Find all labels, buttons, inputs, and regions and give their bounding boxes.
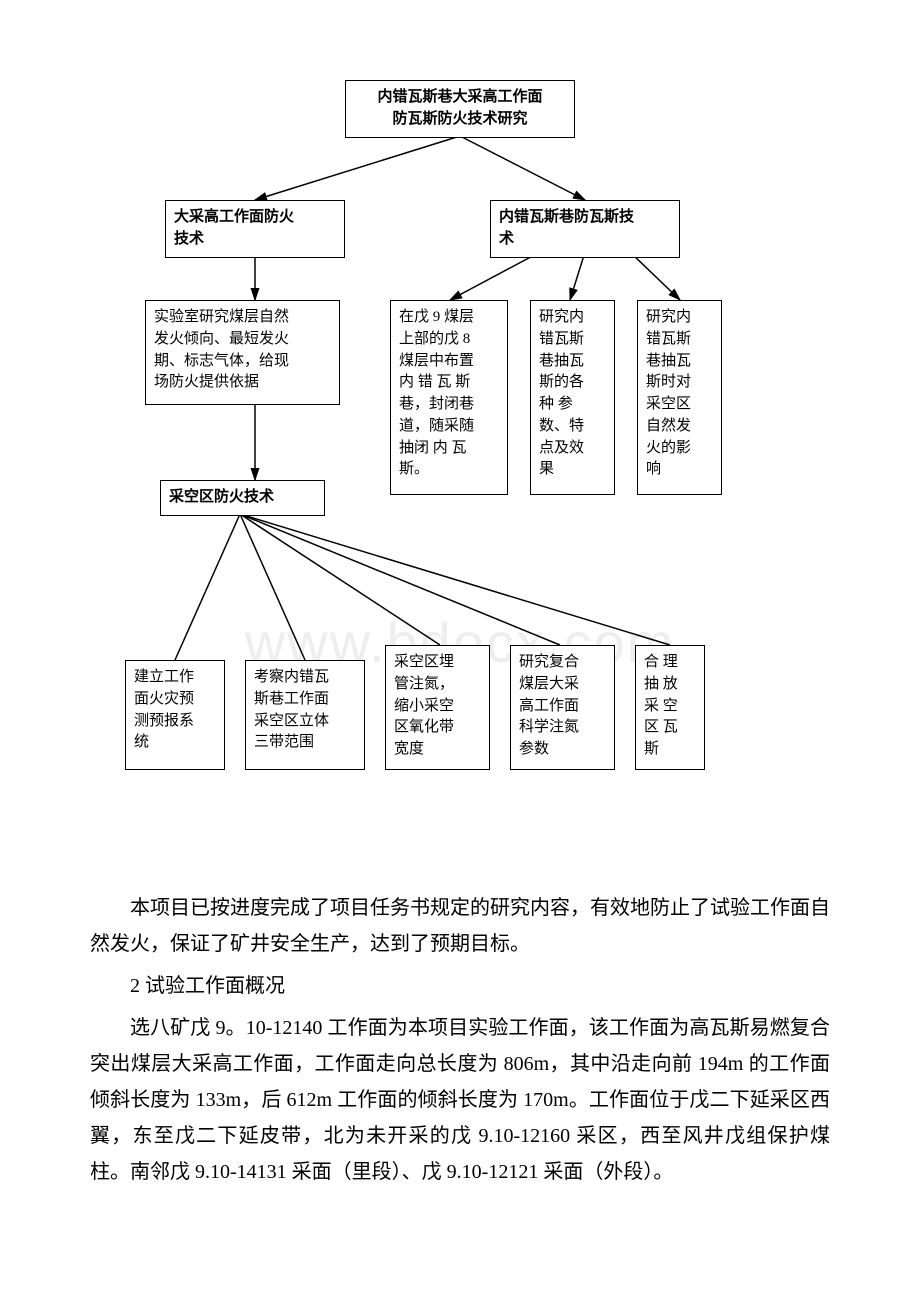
node-l3-goaf: 采空区防火技术 — [160, 480, 325, 516]
node-l2-r1: 在戊 9 煤层上部的戊 8煤层中布置内 错 瓦 斯巷，封闭巷道，随采随抽闭 内 … — [390, 300, 508, 495]
node-root: 内错瓦斯巷大采高工作面防瓦斯防火技术研究 — [345, 80, 575, 138]
paragraph-2: 2 试验工作面概况 — [90, 968, 830, 1004]
node-l2-r3: 研究内错瓦斯巷抽瓦斯时对采空区自然发火的影响 — [637, 300, 722, 495]
body-text-section: 本项目已按进度完成了项目任务书规定的研究内容，有效地防止了试验工作面自然发火，保… — [90, 890, 830, 1190]
paragraph-3: 选八矿戊 9。10-12140 工作面为本项目实验工作面，该工作面为高瓦斯易燃复… — [90, 1010, 830, 1190]
node-l1-right: 内错瓦斯巷防瓦斯技术 — [490, 200, 680, 258]
node-l1-left: 大采高工作面防火技术 — [165, 200, 345, 258]
node-l2-r2: 研究内错瓦斯巷抽瓦斯的各种 参数、特点及效果 — [530, 300, 615, 495]
node-b5: 合 理抽 放采 空区 瓦斯 — [635, 645, 705, 770]
paragraph-1: 本项目已按进度完成了项目任务书规定的研究内容，有效地防止了试验工作面自然发火，保… — [90, 890, 830, 962]
document-page: www.bdocx.com 内错瓦斯巷大采高工作面防瓦斯防火技术研究 大采高工作… — [0, 0, 920, 1302]
node-b1: 建立工作面火灾预测预报系统 — [125, 660, 225, 770]
node-b3: 采空区埋管注氮，缩小采空区氧化带宽度 — [385, 645, 490, 770]
node-l2-lab: 实验室研究煤层自然发火倾向、最短发火期、标志气体，给现场防火提供依据 — [145, 300, 340, 405]
node-b2: 考察内错瓦斯巷工作面采空区立体三带范围 — [245, 660, 365, 770]
node-b4: 研究复合煤层大采高工作面科学注氮参数 — [510, 645, 615, 770]
flowchart-diagram: 内错瓦斯巷大采高工作面防瓦斯防火技术研究 大采高工作面防火技术 内错瓦斯巷防瓦斯… — [90, 80, 830, 860]
